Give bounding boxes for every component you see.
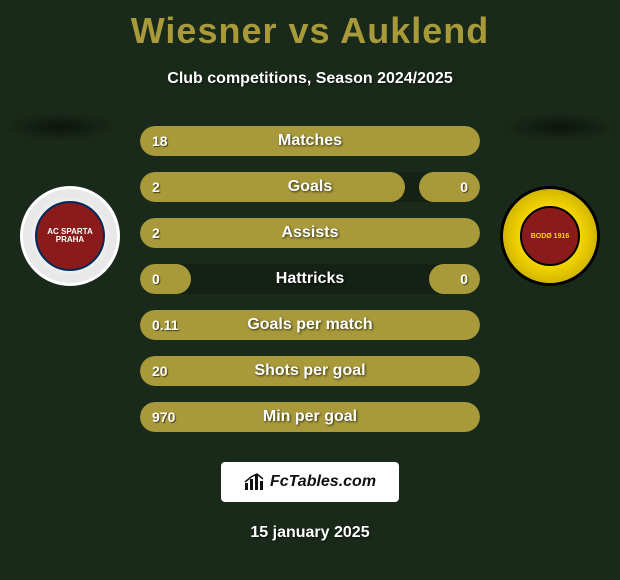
stat-row: 970 Min per goal	[140, 402, 480, 432]
stat-label: Assists	[282, 224, 339, 242]
season-subtitle: Club competitions, Season 2024/2025	[0, 70, 620, 88]
stat-value-right: 0	[460, 271, 468, 287]
stat-value-left: 18	[152, 133, 168, 149]
chart-icon	[244, 473, 266, 491]
right-team-text: BODØ 1916	[531, 233, 570, 240]
stat-row: 0 0 Hattricks	[140, 264, 480, 294]
bar-left	[140, 172, 405, 202]
comparison-title: Wiesner vs Auklend	[0, 0, 620, 52]
team-logo-right: BODØ 1916	[500, 186, 600, 286]
bar-right	[419, 172, 480, 202]
stat-value-right: 0	[460, 179, 468, 195]
shadow-right	[500, 112, 620, 142]
stat-label: Goals	[288, 178, 332, 196]
stat-label: Matches	[278, 132, 342, 150]
stats-area: AC SPARTA PRAHA BODØ 1916 18Matches20Goa…	[0, 126, 620, 432]
bar-left	[140, 264, 191, 294]
stat-row: 18 Matches	[140, 126, 480, 156]
team-logo-left: AC SPARTA PRAHA	[20, 186, 120, 286]
stat-value-left: 20	[152, 363, 168, 379]
bar-right	[429, 264, 480, 294]
stat-value-left: 2	[152, 225, 160, 241]
stat-label: Shots per goal	[254, 362, 365, 380]
stat-row: 20 Shots per goal	[140, 356, 480, 386]
shadow-left	[0, 112, 120, 142]
stat-label: Goals per match	[247, 316, 372, 334]
stat-row: 2 0 Goals	[140, 172, 480, 202]
stat-row: 0.11 Goals per match	[140, 310, 480, 340]
team-logo-left-inner: AC SPARTA PRAHA	[35, 201, 105, 271]
stat-value-left: 2	[152, 179, 160, 195]
brand-badge: FcTables.com	[221, 462, 399, 502]
team-logo-right-inner: BODØ 1916	[520, 206, 580, 266]
stat-bars-container: 18Matches20Goals2Assists00Hattricks0.11G…	[140, 126, 480, 432]
stat-value-left: 0.11	[152, 317, 178, 333]
stat-label: Hattricks	[276, 270, 344, 288]
stat-value-left: 0	[152, 271, 160, 287]
comparison-date: 15 january 2025	[0, 524, 620, 542]
stat-label: Min per goal	[263, 408, 357, 426]
stat-row: 2 Assists	[140, 218, 480, 248]
brand-text: FcTables.com	[270, 473, 376, 491]
left-team-text: AC SPARTA PRAHA	[37, 228, 103, 244]
stat-value-left: 970	[152, 409, 175, 425]
